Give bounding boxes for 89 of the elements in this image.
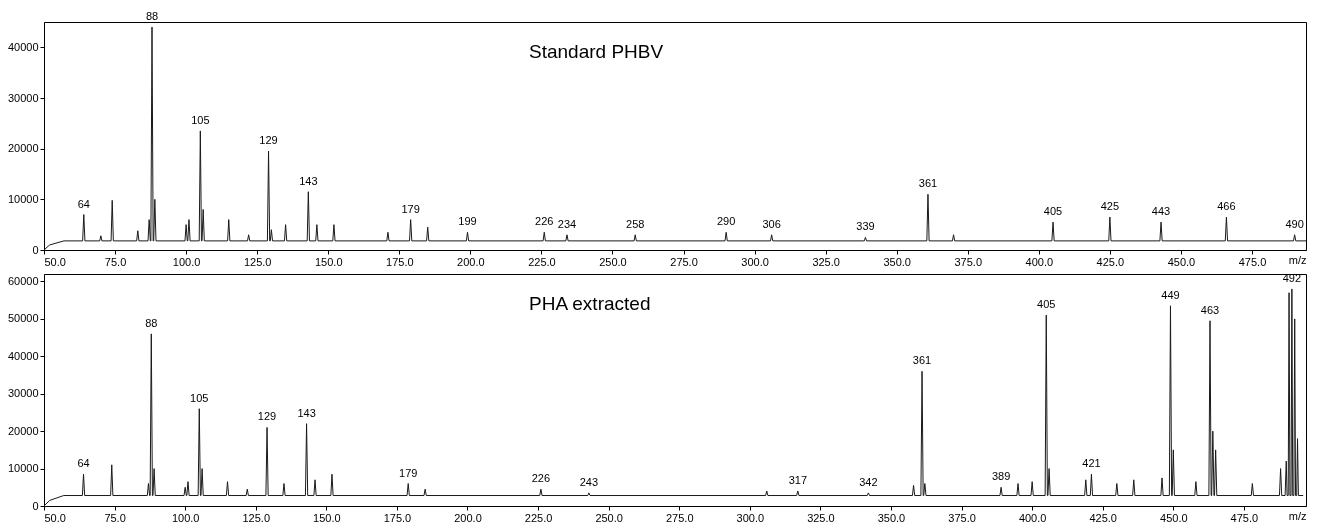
x-tick-label: 450.0 xyxy=(1167,255,1196,268)
annotation: 317 xyxy=(788,474,807,487)
y-tick-label: 30000 xyxy=(7,387,39,400)
annotation: 443 xyxy=(1151,205,1171,218)
x-tick-label: 300.0 xyxy=(736,511,765,524)
x-tick-label: 400.0 xyxy=(1025,255,1054,268)
annotation: 143 xyxy=(299,174,318,187)
x-tick-label: 225.0 xyxy=(524,511,553,524)
x-axis-title: m/z xyxy=(1288,253,1307,266)
annotation: 466 xyxy=(1217,200,1236,213)
annotation: 361 xyxy=(912,354,932,367)
annotation: 179 xyxy=(399,466,418,479)
x-tick-label: 75.0 xyxy=(104,511,126,524)
x-tick-label: 150.0 xyxy=(313,511,341,524)
x-tick-label: 225.0 xyxy=(528,255,556,268)
annotation: 129 xyxy=(259,134,278,147)
y-tick-label: 40000 xyxy=(7,349,39,362)
x-tick-label: 350.0 xyxy=(883,255,911,268)
x-tick-label: 450.0 xyxy=(1160,511,1188,524)
annotation: 234 xyxy=(557,217,577,230)
x-tick-label: 325.0 xyxy=(812,255,840,268)
annotation: 64 xyxy=(77,457,90,470)
x-tick-label: 425.0 xyxy=(1096,255,1125,268)
annotation: 179 xyxy=(401,202,420,215)
x-tick-label: 325.0 xyxy=(807,511,835,524)
annotation: 88 xyxy=(145,316,158,329)
y-tick-label: 20000 xyxy=(7,142,39,155)
annotation: 88 xyxy=(145,10,159,23)
x-tick-label: 200.0 xyxy=(457,255,485,268)
annotation: 143 xyxy=(297,406,316,419)
annotation: 421 xyxy=(1082,457,1101,470)
annotation: 64 xyxy=(77,197,90,210)
annotation: 258 xyxy=(626,217,645,230)
text: PHA extracted xyxy=(529,293,651,314)
x-tick-label: 350.0 xyxy=(877,511,906,524)
annotation: 339 xyxy=(856,220,875,233)
annotation: 290 xyxy=(716,215,736,228)
x-tick-label: 50.0 xyxy=(44,255,66,268)
annotation: 243 xyxy=(579,475,599,488)
annotation: 389 xyxy=(991,470,1011,483)
annotation: 306 xyxy=(762,217,781,230)
annotation: 129 xyxy=(257,410,277,423)
annotation: 105 xyxy=(191,113,210,126)
annotation: 226 xyxy=(535,215,554,228)
x-tick-label: 475.0 xyxy=(1230,511,1259,524)
x-tick-label: 425.0 xyxy=(1089,511,1117,524)
x-tick-label: 250.0 xyxy=(599,255,627,268)
y-tick-label: 60000 xyxy=(7,274,39,287)
line-series xyxy=(44,26,1306,250)
x-tick-label: 275.0 xyxy=(670,255,698,268)
y-tick-label: 10000 xyxy=(7,462,39,475)
y-tick-label: 50000 xyxy=(7,312,39,325)
x-tick-label: 75.0 xyxy=(104,255,127,268)
annotation: 105 xyxy=(190,391,209,404)
annotation: 490 xyxy=(1285,217,1304,230)
x-tick-label: 475.0 xyxy=(1238,255,1267,268)
y-tick-label: 40000 xyxy=(7,40,39,53)
y-tick-label: 20000 xyxy=(7,424,39,437)
annotation: 226 xyxy=(531,472,551,485)
annotation: 449 xyxy=(1161,288,1180,301)
x-tick-label: 300.0 xyxy=(741,255,769,268)
x-tick-label: 100.0 xyxy=(171,511,200,524)
annotation: 361 xyxy=(918,177,938,190)
line-series xyxy=(44,288,1304,506)
x-tick-label: 250.0 xyxy=(595,511,623,524)
x-tick-label: 150.0 xyxy=(314,255,343,268)
x-tick-label: 100.0 xyxy=(172,255,201,268)
x-tick-label: 400.0 xyxy=(1018,511,1047,524)
annotation: 199 xyxy=(458,215,477,228)
x-tick-label: 175.0 xyxy=(383,511,412,524)
annotation: 405 xyxy=(1043,205,1063,218)
x-tick-label: 50.0 xyxy=(44,511,66,524)
y-tick-label: 30000 xyxy=(7,91,39,104)
annotation: 425 xyxy=(1100,200,1120,213)
y-tick-label: 0 xyxy=(32,243,39,256)
text: Standard PHBV xyxy=(529,41,664,62)
x-tick-label: 125.0 xyxy=(242,511,271,524)
x-axis-title: m/z xyxy=(1288,509,1307,522)
x-tick-label: 375.0 xyxy=(948,511,976,524)
y-tick-label: 10000 xyxy=(7,192,39,205)
x-tick-label: 200.0 xyxy=(454,511,482,524)
x-tick-label: 125.0 xyxy=(243,255,272,268)
y-tick-label: 0 xyxy=(32,499,39,512)
annotation: 342 xyxy=(859,475,878,488)
annotation: 463 xyxy=(1200,303,1220,316)
x-tick-label: 275.0 xyxy=(665,511,694,524)
annotation: 405 xyxy=(1037,298,1056,311)
x-tick-label: 175.0 xyxy=(386,255,414,268)
x-tick-label: 375.0 xyxy=(954,255,983,268)
